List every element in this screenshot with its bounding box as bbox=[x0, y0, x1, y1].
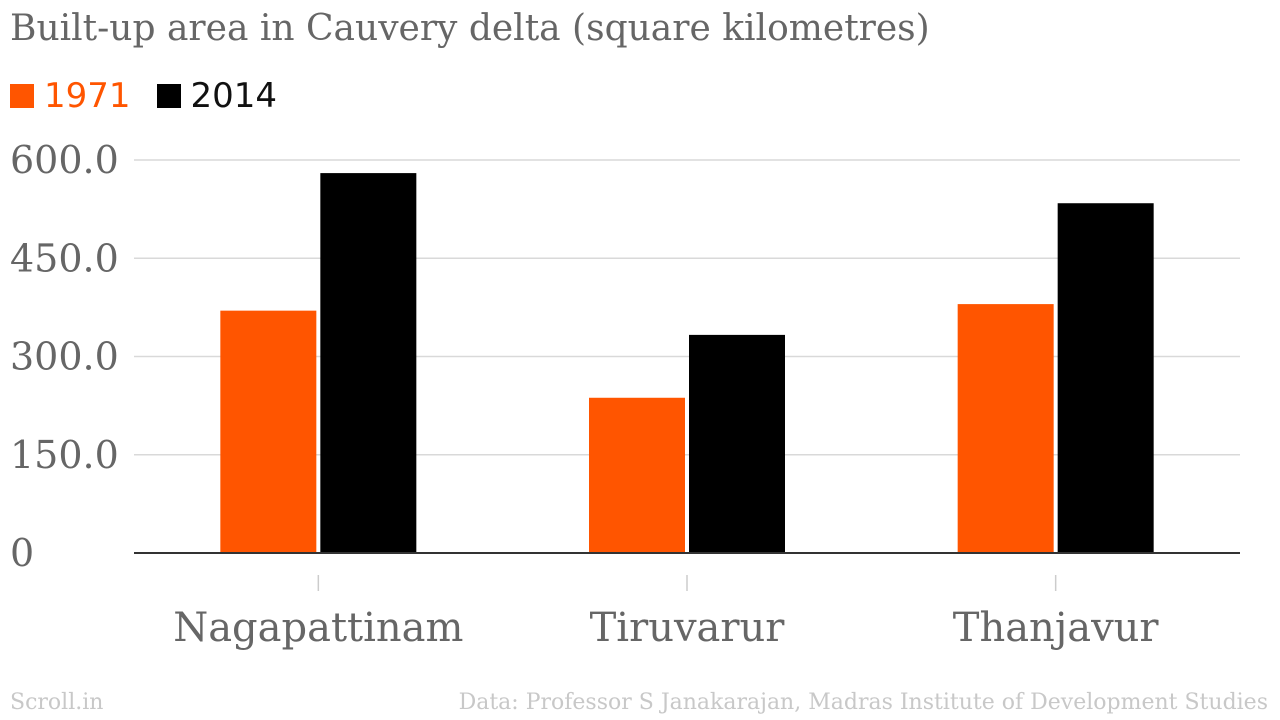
legend-swatch-1971 bbox=[10, 84, 34, 108]
legend-label-1971: 1971 bbox=[44, 76, 131, 116]
x-tick-label-thanjavur: Thanjavur bbox=[953, 605, 1160, 651]
gridlines bbox=[134, 159, 1240, 456]
bar-nagapattinam-1971 bbox=[220, 310, 317, 553]
legend-label-2014: 2014 bbox=[190, 76, 278, 116]
bars bbox=[220, 173, 1154, 554]
brand-label: Scroll.in bbox=[10, 690, 104, 715]
y-tick-label: 150.0 bbox=[10, 433, 119, 477]
bar-nagapattinam-2014 bbox=[320, 173, 417, 553]
x-tick-label-nagapattinam: Nagapattinam bbox=[173, 605, 463, 651]
y-tick-label: 300.0 bbox=[10, 335, 119, 379]
legend-item-2014: 2014 bbox=[156, 76, 278, 116]
bar-tiruvarur-1971 bbox=[589, 397, 685, 553]
bar-tiruvarur-2014 bbox=[689, 334, 785, 553]
chart-title: Built-up area in Cauvery delta (square k… bbox=[10, 8, 930, 49]
bar-thanjavur-2014 bbox=[1057, 203, 1154, 554]
source-note: Data: Professor S Janakarajan, Madras In… bbox=[458, 690, 1268, 715]
y-axis-tick-labels: 0 150.0 300.0 450.0 600.0 bbox=[10, 138, 119, 575]
legend-swatch-2014 bbox=[156, 84, 181, 108]
y-tick-label: 0 bbox=[10, 531, 34, 575]
legend: 1971 2014 bbox=[10, 76, 303, 116]
x-axis bbox=[134, 552, 1240, 591]
y-tick-label: 450.0 bbox=[10, 236, 119, 280]
bar-thanjavur-1971 bbox=[957, 304, 1054, 553]
x-tick-label-tiruvarur: Tiruvarur bbox=[590, 605, 786, 651]
y-tick-label: 600.0 bbox=[10, 138, 119, 182]
legend-item-1971: 1971 bbox=[10, 76, 131, 116]
x-axis-tick-labels: Nagapattinam Tiruvarur Thanjavur bbox=[173, 605, 1159, 651]
